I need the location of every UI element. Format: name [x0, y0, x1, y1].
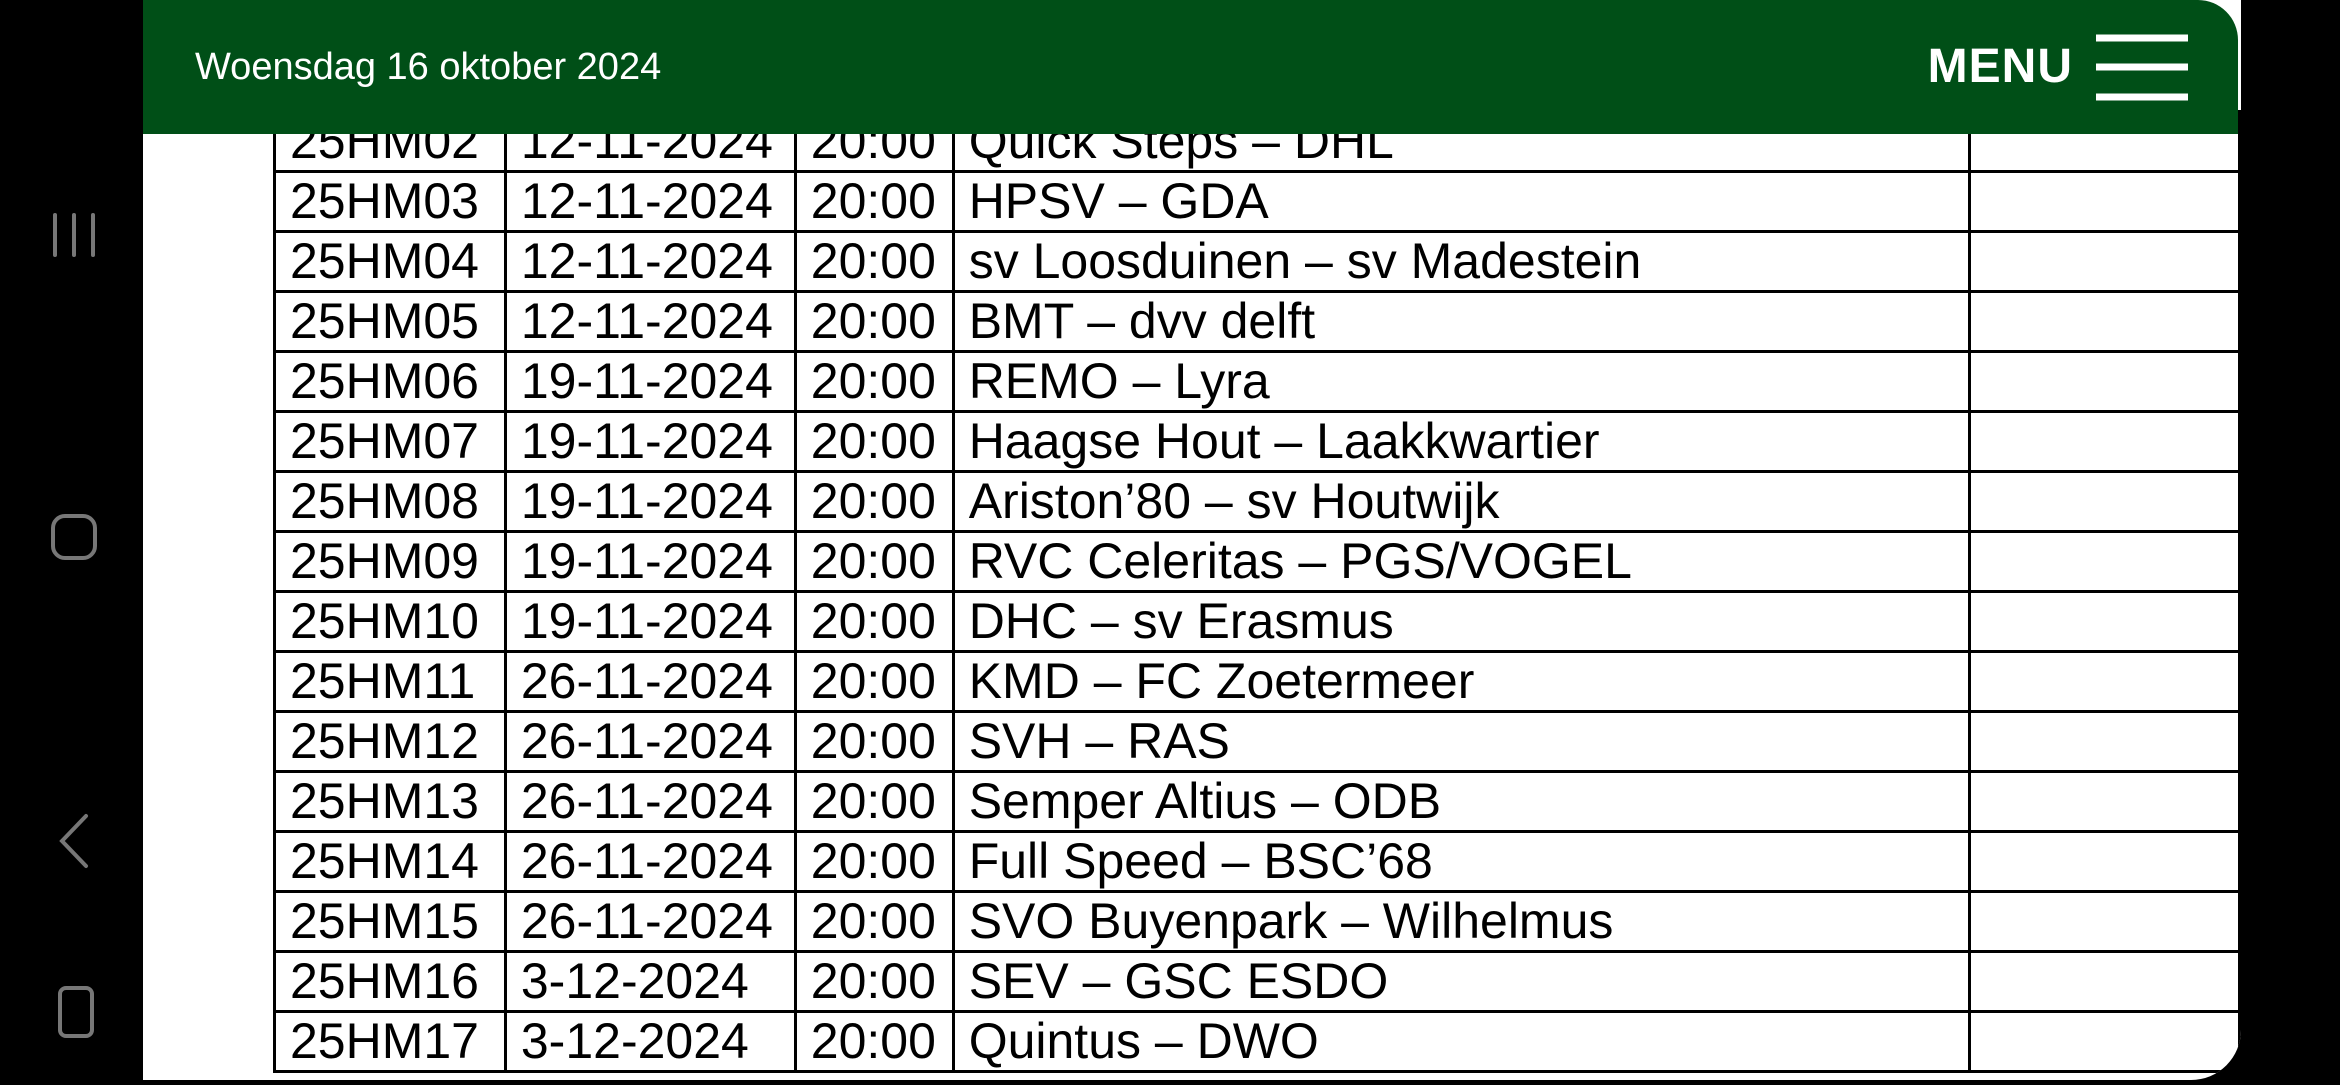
empty-cell — [1968, 350, 2241, 413]
nav-icons — [51, 213, 97, 1038]
match-time: 20:00 — [793, 530, 955, 593]
match-teams: SVO Buyenpark – Wilhelmus — [951, 890, 1972, 953]
table-row: 25HM17 3-12-2024 20:00 Quintus – DWO — [273, 1010, 2241, 1073]
match-date: 3-12-2024 — [503, 950, 797, 1013]
match-time: 20:00 — [793, 710, 955, 773]
match-code: 25HM11 — [273, 650, 507, 713]
match-date: 12-11-2024 — [503, 230, 797, 293]
match-teams: SVH – RAS — [951, 710, 1972, 773]
match-code: 25HM10 — [273, 590, 507, 653]
table-row: 25HM09 19-11-2024 20:00 RVC Celeritas – PGS… — [273, 530, 2241, 593]
match-date: 19-11-2024 — [503, 590, 797, 653]
match-date: 26-11-2024 — [503, 650, 797, 713]
table-row: 25HM08 19-11-2024 20:00 Ariston’80 – sv Hou… — [273, 470, 2241, 533]
browser-content: Woensdag 16 oktober 2024 MENU 25HM02 12-1… — [143, 0, 2241, 1080]
table-row: 25HM14 26-11-2024 20:00 Full Speed – BSC’68 — [273, 830, 2241, 893]
match-time: 20:00 — [793, 650, 955, 713]
match-time: 20:00 — [793, 950, 955, 1013]
match-code: 25HM17 — [273, 1010, 507, 1073]
table-row: 25HM03 12-11-2024 20:00 HPSV – GDA — [273, 170, 2241, 233]
empty-cell — [1968, 410, 2241, 473]
site-header: Woensdag 16 oktober 2024 MENU — [143, 0, 2238, 134]
match-teams: sv Loosduinen – sv Madestein — [951, 230, 1972, 293]
match-time: 20:00 — [793, 410, 955, 473]
empty-cell — [1968, 230, 2241, 293]
match-teams: Full Speed – BSC’68 — [951, 830, 1972, 893]
match-time: 20:00 — [793, 290, 955, 353]
match-teams: Semper Altius – ODB — [951, 770, 1972, 833]
empty-cell — [1968, 470, 2241, 533]
empty-cell — [1968, 170, 2241, 233]
match-date: 26-11-2024 — [503, 830, 797, 893]
table-row: 25HM06 19-11-2024 20:00 REMO – Lyra — [273, 350, 2241, 413]
table-row: 25HM15 26-11-2024 20:00 SVO Buyenpark – Wil… — [273, 890, 2241, 953]
empty-cell — [1968, 650, 2241, 713]
match-teams: DHC – sv Erasmus — [951, 590, 1972, 653]
match-time: 20:00 — [793, 1010, 955, 1073]
schedule-table: 25HM02 12-11-2024 20:00 Quick Steps – DHL 25… — [273, 110, 2241, 1073]
match-time: 20:00 — [793, 170, 955, 233]
match-date: 19-11-2024 — [503, 410, 797, 473]
match-code: 25HM07 — [273, 410, 507, 473]
match-code: 25HM16 — [273, 950, 507, 1013]
table-row: 25HM11 26-11-2024 20:00 KMD – FC Zoetermeer — [273, 650, 2241, 713]
match-time: 20:00 — [793, 350, 955, 413]
match-time: 20:00 — [793, 230, 955, 293]
match-code: 25HM14 — [273, 830, 507, 893]
match-date: 19-11-2024 — [503, 530, 797, 593]
match-code: 25HM06 — [273, 350, 507, 413]
menu-button[interactable]: MENU — [1927, 40, 2073, 93]
match-time: 20:00 — [793, 590, 955, 653]
match-code: 25HM05 — [273, 290, 507, 353]
match-teams: BMT – dvv delft — [951, 290, 1972, 353]
match-date: 26-11-2024 — [503, 890, 797, 953]
match-time: 20:00 — [793, 770, 955, 833]
match-teams: SEV – GSC ESDO — [951, 950, 1972, 1013]
match-code: 25HM15 — [273, 890, 507, 953]
match-code: 25HM09 — [273, 530, 507, 593]
match-date: 19-11-2024 — [503, 350, 797, 413]
table-row: 25HM10 19-11-2024 20:00 DHC – sv Erasmus — [273, 590, 2241, 653]
match-date: 19-11-2024 — [503, 470, 797, 533]
empty-cell — [1968, 890, 2241, 953]
match-teams: Quintus – DWO — [951, 1010, 1972, 1073]
empty-cell — [1968, 710, 2241, 773]
empty-cell — [1968, 290, 2241, 353]
match-teams: HPSV – GDA — [951, 170, 1972, 233]
match-date: 3-12-2024 — [503, 1010, 797, 1073]
match-teams: Ariston’80 – sv Houtwijk — [951, 470, 1972, 533]
match-time: 20:00 — [793, 830, 955, 893]
table-row: 25HM13 26-11-2024 20:00 Semper Altius – ODB — [273, 770, 2241, 833]
match-teams: Haagse Hout – Laakkwartier — [951, 410, 1972, 473]
menu-icon[interactable] — [2096, 33, 2188, 103]
table-row: 25HM16 3-12-2024 20:00 SEV – GSC ESDO — [273, 950, 2241, 1013]
table-row: 25HM04 12-11-2024 20:00 sv Loosduinen – sv … — [273, 230, 2241, 293]
match-date: 12-11-2024 — [503, 170, 797, 233]
match-teams: KMD – FC Zoetermeer — [951, 650, 1972, 713]
match-time: 20:00 — [793, 470, 955, 533]
table-row: 25HM05 12-11-2024 20:00 BMT – dvv delft — [273, 290, 2241, 353]
empty-cell — [1968, 530, 2241, 593]
header-date: Woensdag 16 oktober 2024 — [195, 46, 662, 88]
match-date: 26-11-2024 — [503, 710, 797, 773]
empty-cell — [1968, 950, 2241, 1013]
match-teams: RVC Celeritas – PGS/VOGEL — [951, 530, 1972, 593]
table-row: 25HM07 19-11-2024 20:00 Haagse Hout – Laakk… — [273, 410, 2241, 473]
match-code: 25HM03 — [273, 170, 507, 233]
match-date: 26-11-2024 — [503, 770, 797, 833]
match-date: 12-11-2024 — [503, 290, 797, 353]
empty-cell — [1968, 830, 2241, 893]
table-row: 25HM12 26-11-2024 20:00 SVH – RAS — [273, 710, 2241, 773]
match-code: 25HM13 — [273, 770, 507, 833]
match-time: 20:00 — [793, 890, 955, 953]
match-code: 25HM08 — [273, 470, 507, 533]
empty-cell — [1968, 590, 2241, 653]
empty-cell — [1968, 1010, 2241, 1073]
match-teams: REMO – Lyra — [951, 350, 1972, 413]
empty-cell — [1968, 770, 2241, 833]
match-code: 25HM12 — [273, 710, 507, 773]
match-code: 25HM04 — [273, 230, 507, 293]
system-nav-bar — [0, 0, 143, 1080]
